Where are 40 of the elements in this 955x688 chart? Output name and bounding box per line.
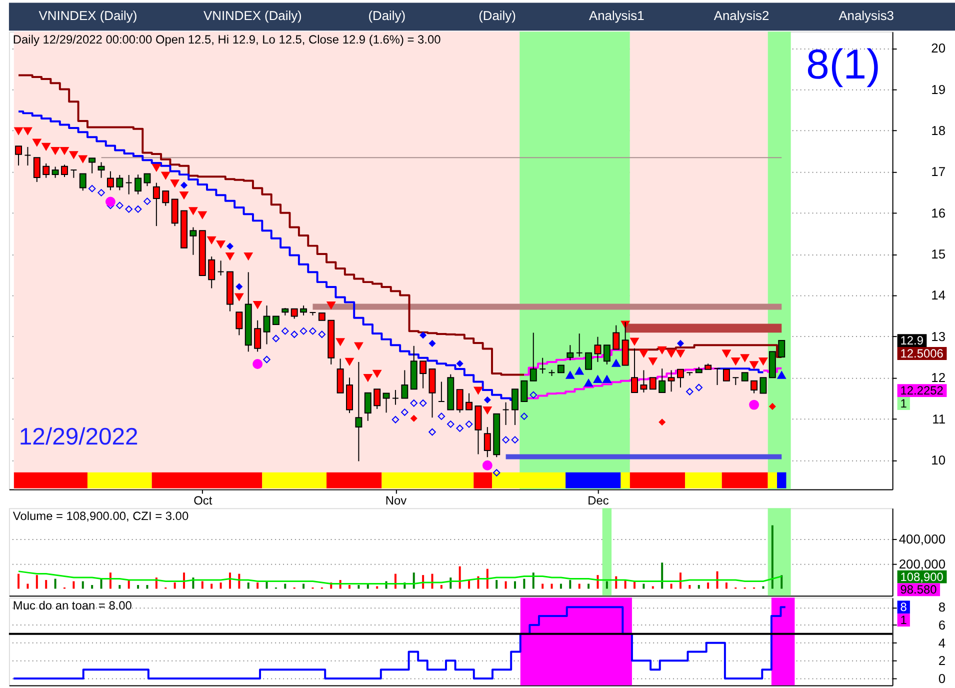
x-tick-label: Oct — [194, 494, 213, 508]
text: Analysis1 — [588, 8, 644, 24]
y-tick-label: 14 — [931, 288, 946, 303]
text: 12.5006 — [900, 346, 944, 360]
text: (Daily) — [368, 8, 406, 24]
y-tick-label: 13 — [931, 328, 946, 344]
y-tick-label: 19 — [931, 82, 946, 97]
y-tick-label: 15 — [931, 246, 946, 262]
chart-title: Muc do an toan = 8.00 — [12, 598, 132, 613]
annotation: 12/29/2022 — [18, 423, 138, 450]
y-tick-label: 200,000 — [898, 556, 946, 572]
text: (Daily) — [478, 8, 516, 24]
y-tick-label: 6 — [938, 617, 946, 632]
chart-title: Volume = 108,900.00, CZI = 3.00 — [12, 509, 189, 524]
text: 1 — [900, 613, 908, 628]
text: 108,900 — [900, 570, 944, 584]
y-tick-label: 17 — [931, 164, 946, 180]
y-tick-label: 400,000 — [898, 531, 946, 546]
text: Analysis2 — [714, 8, 770, 24]
annotation: 8(1) — [806, 40, 880, 88]
y-tick-label: 12 — [931, 370, 946, 386]
y-tick-label: 0 — [938, 670, 946, 686]
text: 12.9 — [900, 334, 924, 348]
y-tick-label: 16 — [931, 205, 946, 220]
text: 1 — [900, 396, 908, 410]
x-tick-label: Nov — [385, 494, 407, 508]
text: Analysis3 — [838, 8, 894, 24]
y-tick-label: 10 — [931, 452, 946, 468]
text: VNINDEX (Daily) — [203, 8, 302, 24]
text: 98.580 — [900, 582, 938, 597]
y-tick-label: 11 — [932, 411, 946, 426]
y-tick-label: 2 — [938, 653, 946, 668]
y-tick-label: 18 — [931, 122, 946, 138]
y-tick-label: 20 — [931, 40, 946, 56]
text: VNINDEX (Daily) — [38, 8, 138, 24]
x-tick-label: Dec — [588, 494, 609, 508]
y-tick-label: 8 — [938, 600, 946, 615]
text: 12.2252 — [900, 384, 944, 398]
y-tick-label: 4 — [938, 635, 946, 650]
chart-title: Daily 12/29/2022 00:00:00 Open 12.5, Hi 12.9, Lo 12.5, Close 12.9 (1.6%) = 3.00 — [12, 32, 442, 47]
